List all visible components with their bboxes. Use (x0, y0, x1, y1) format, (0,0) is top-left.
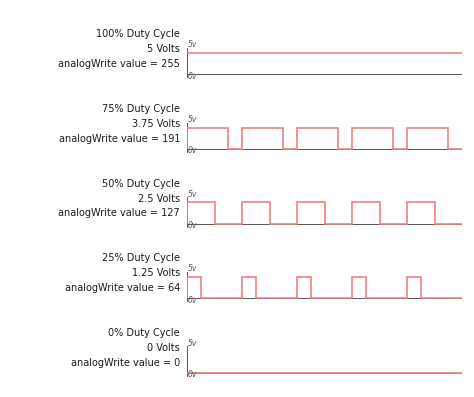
Text: 0v: 0v (188, 221, 197, 230)
Text: 5v: 5v (188, 189, 197, 198)
Text: 5v: 5v (188, 339, 197, 348)
Text: 0v: 0v (188, 296, 197, 304)
Text: 5v: 5v (188, 264, 197, 273)
Text: 5v: 5v (188, 40, 197, 49)
Text: 0v: 0v (188, 72, 197, 81)
Text: 0v: 0v (188, 370, 197, 379)
Text: 0v: 0v (188, 146, 197, 155)
Text: 50% Duty Cycle
2.5 Volts
analogWrite value = 127: 50% Duty Cycle 2.5 Volts analogWrite val… (58, 179, 180, 218)
Text: 25% Duty Cycle
1.25 Volts
analogWrite value = 64: 25% Duty Cycle 1.25 Volts analogWrite va… (65, 253, 180, 293)
Text: 0% Duty Cycle
0 Volts
analogWrite value = 0: 0% Duty Cycle 0 Volts analogWrite value … (71, 328, 180, 368)
Text: 75% Duty Cycle
3.75 Volts
analogWrite value = 191: 75% Duty Cycle 3.75 Volts analogWrite va… (59, 104, 180, 144)
Text: 5v: 5v (188, 115, 197, 124)
Text: 100% Duty Cycle
5 Volts
analogWrite value = 255: 100% Duty Cycle 5 Volts analogWrite valu… (58, 29, 180, 69)
